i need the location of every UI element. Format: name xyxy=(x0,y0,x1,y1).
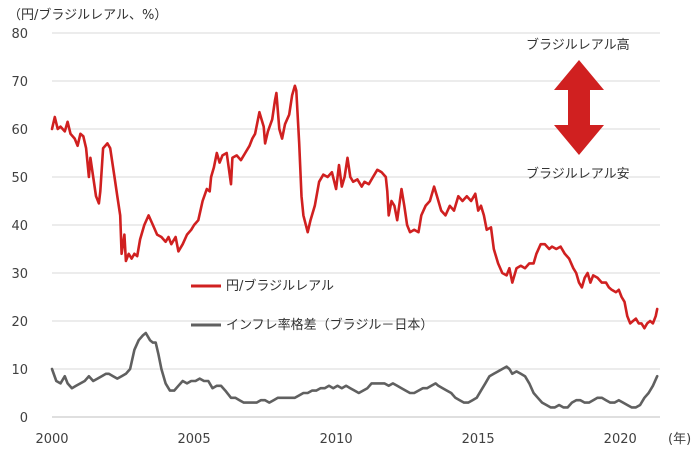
x-tick-label: 2015 xyxy=(462,432,495,447)
series-group xyxy=(50,84,659,409)
x-axis: 2000 2005 2010 2015 2020 xyxy=(35,432,636,447)
y-tick-label: 60 xyxy=(11,123,28,138)
double-arrow-icon xyxy=(554,60,604,155)
y-tick-label: 30 xyxy=(11,267,28,282)
y-axis: 0 10 20 30 40 50 60 70 80 xyxy=(11,27,28,426)
series-line-fx xyxy=(50,84,659,330)
y-tick-label: 50 xyxy=(11,171,28,186)
x-tick-label: 2005 xyxy=(178,432,211,447)
annotation-low-label: ブラジルレアル安 xyxy=(526,166,630,182)
y-tick-label: 40 xyxy=(11,219,28,234)
series-line-inflation-gap xyxy=(50,331,659,409)
x-tick-label: 2010 xyxy=(320,432,353,447)
unit-label: （円/ブラジルレアル、%） xyxy=(8,7,167,23)
legend: 円/ブラジルレアル インフレ率格差（ブラジル－日本） xyxy=(191,278,433,333)
annotation-high-label: ブラジルレアル高 xyxy=(526,37,630,53)
direction-annotation: ブラジルレアル高 ブラジルレアル安 xyxy=(526,37,630,182)
y-tick-label: 0 xyxy=(20,411,28,426)
x-unit-label: (年) xyxy=(668,432,691,447)
y-tick-label: 20 xyxy=(11,315,28,330)
legend-label-inflation: インフレ率格差（ブラジル－日本） xyxy=(226,317,433,333)
y-tick-label: 10 xyxy=(11,363,28,378)
y-tick-label: 70 xyxy=(11,75,28,90)
y-tick-label: 80 xyxy=(11,27,28,42)
x-tick-label: 2020 xyxy=(604,432,637,447)
legend-label-fx: 円/ブラジルレアル xyxy=(226,278,334,294)
x-tick-label: 2000 xyxy=(35,432,68,447)
